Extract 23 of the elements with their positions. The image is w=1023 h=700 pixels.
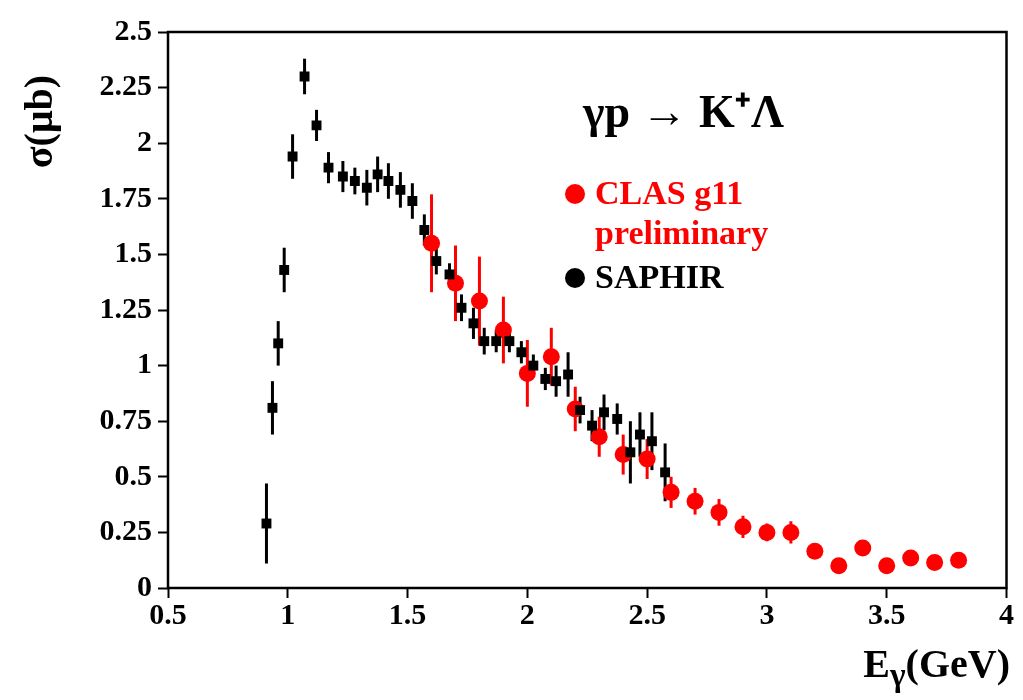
legend-label: SAPHIR	[595, 257, 724, 297]
y-tick-label: 0	[137, 568, 152, 602]
y-tick-label: 1.5	[114, 235, 152, 269]
y-tick-label: 1.25	[99, 290, 152, 324]
x-tick-label: 3	[759, 596, 775, 630]
y-tick-label: 2.25	[99, 68, 152, 102]
y-tick-label: 0.5	[114, 457, 152, 491]
x-tick-label: 1	[280, 596, 296, 630]
text: γp → K⁺Λ	[583, 85, 784, 139]
y-tick-label: 2.5	[114, 12, 152, 46]
x-tick-label: 2	[519, 596, 535, 630]
x-axis-title: E$_{γ}$(GeV)	[863, 640, 1010, 694]
x-tick-label: 4	[999, 596, 1014, 630]
x-tick-label: 3.5	[867, 596, 906, 630]
y-tick-label: 1.75	[99, 179, 152, 213]
y-tick-label: 0.25	[99, 513, 152, 547]
x-tick-label: 1.5	[388, 596, 427, 630]
legend-label: CLAS g11 preliminary	[595, 173, 770, 253]
y-axis-title: σ(μb)	[14, 73, 62, 171]
y-tick-label: 1	[137, 346, 152, 380]
y-tick-label: 2	[137, 123, 152, 157]
y-tick-label: 0.75	[99, 401, 152, 435]
x-tick-label: 2.5	[628, 596, 666, 630]
